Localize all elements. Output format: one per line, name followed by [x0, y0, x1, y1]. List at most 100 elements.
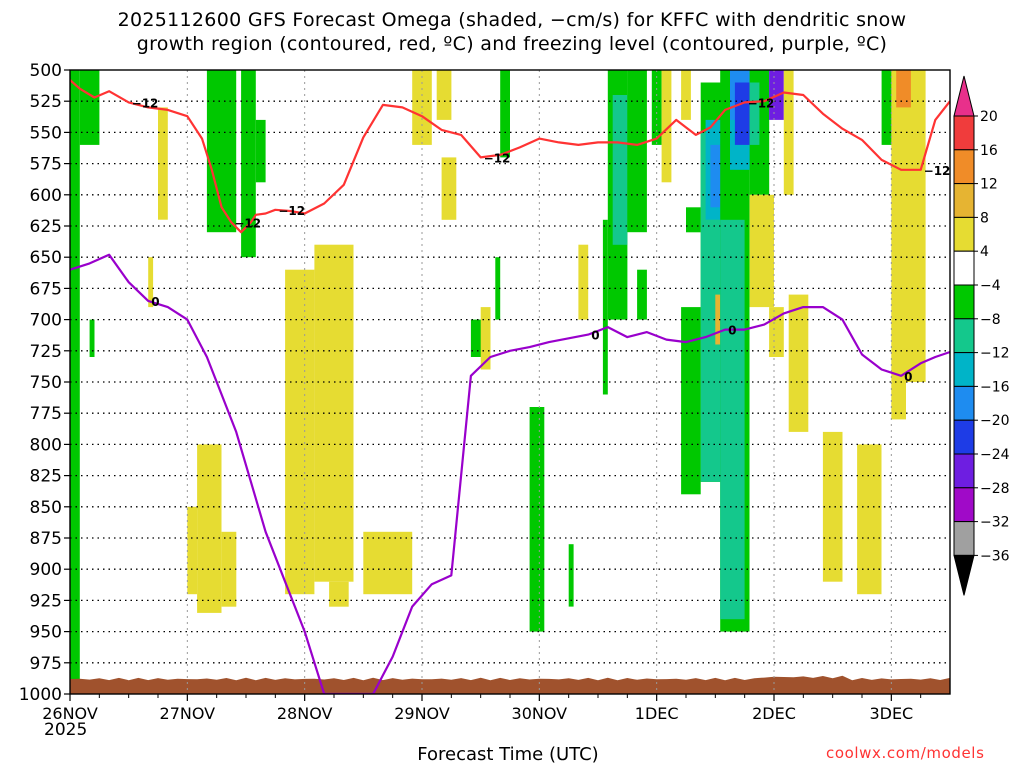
y-tick-label-975: 975 — [30, 654, 62, 674]
y-tick-label-950: 950 — [30, 623, 62, 643]
omega-cell-49 — [749, 194, 774, 308]
omega-cell-31 — [661, 70, 672, 183]
omega-cell-7 — [255, 119, 266, 183]
colorbar-label-2: 12 — [980, 177, 998, 193]
x-tick-label-6: 2DEC — [752, 704, 796, 723]
colorbar-top-arrow — [953, 75, 975, 117]
contour-label-1-34: 0 — [728, 324, 736, 338]
colorbar-label-8: −16 — [980, 379, 1010, 395]
omega-cell-14 — [363, 531, 413, 595]
omega-cell-20 — [500, 70, 510, 158]
y-tick-label-600: 600 — [30, 186, 62, 206]
y-tick-label-675: 675 — [30, 279, 62, 299]
temperature-contours: −12 −12 −12 −12 −12 −12 0 0 0 0 — [70, 79, 951, 694]
y-tick-label-800: 800 — [30, 435, 62, 455]
contour-label-1-4: 0 — [151, 295, 159, 309]
terrain-fill — [70, 675, 950, 694]
colorbar-label-13: −36 — [980, 548, 1010, 564]
omega-cell-12 — [314, 244, 354, 582]
contour-label-1-43: 0 — [904, 370, 912, 384]
y-tick-label-850: 850 — [30, 498, 62, 518]
y-tick-label-525: 525 — [30, 92, 62, 112]
omega-cell-32 — [681, 70, 691, 120]
colorbar-label-11: −28 — [980, 481, 1010, 497]
colorbar-label-4: 4 — [980, 244, 989, 260]
colorbar: 20 16 12 8 4 −4 −8 −12 −16 −20 −24 −28 −32 −36 — [953, 75, 1010, 596]
omega-cell-55 — [891, 70, 906, 420]
omega-cell-13 — [329, 581, 349, 607]
omega-cell-17 — [441, 157, 457, 220]
omega-cell-33 — [686, 207, 701, 233]
colorbar-label-0: 20 — [980, 109, 998, 125]
omega-cell-34 — [681, 307, 701, 495]
x-tick-label-2: 28NOV — [277, 704, 333, 723]
colorbar-bin-11 — [953, 453, 975, 489]
omega-cell-2 — [89, 319, 95, 357]
x-tick-label-4: 30NOV — [512, 704, 568, 723]
omega-shading — [70, 70, 926, 682]
time-axis: 26NOV 27NOV 28NOV 29NOV 30NOV 1DEC 2DEC 3DEC — [42, 694, 922, 723]
colorbar-label-5: −4 — [980, 278, 1001, 294]
colorbar-bin-13 — [953, 521, 975, 556]
source-credit[interactable]: coolwx.com/models — [826, 744, 985, 762]
terrain-surface — [70, 675, 950, 694]
contour-label-0-27: −12 — [484, 151, 511, 165]
y-tick-label-500: 500 — [30, 61, 62, 81]
omega-cell-57 — [896, 70, 911, 108]
contour-line-0 — [70, 79, 950, 234]
omega-cell-19 — [480, 307, 491, 370]
y-tick-label-725: 725 — [30, 342, 62, 362]
x-tick-label-3: 29NOV — [394, 704, 450, 723]
y-tick-label-775: 775 — [30, 404, 62, 424]
y-tick-label-1000: 1000 — [19, 685, 62, 705]
contour-line-1 — [70, 253, 950, 694]
x-axis-title: Forecast Time (UTC) — [417, 744, 599, 765]
omega-cell-28 — [627, 70, 647, 233]
omega-cell-46 — [749, 82, 760, 145]
colorbar-bin-6 — [953, 284, 975, 320]
omega-cell-3 — [158, 107, 168, 220]
x-tick-label-0: 26NOV — [42, 704, 98, 723]
colorbar-bin-2 — [953, 149, 975, 185]
y-tick-label-750: 750 — [30, 373, 62, 393]
x-tick-label-1: 27NOV — [160, 704, 216, 723]
y-tick-label-625: 625 — [30, 217, 62, 237]
colorbar-bin-1 — [953, 115, 975, 151]
contour-label-0-11: −12 — [234, 216, 261, 230]
omega-cell-4 — [148, 257, 154, 308]
contour-label-0-50: −12 — [924, 164, 951, 178]
omega-cell-51 — [788, 294, 809, 432]
y-tick-label-925: 925 — [30, 591, 62, 611]
pressure-axis: 500 525 550 575 600 625 650 675 700 725 750 775 800 8… — [19, 61, 70, 705]
colorbar-label-12: −32 — [980, 515, 1010, 531]
chart-title-line2: growth region (contoured, red, ºC) and f… — [136, 33, 888, 55]
colorbar-label-7: −12 — [980, 346, 1010, 362]
x-tick-label-7: 3DEC — [869, 704, 913, 723]
contour-label-0-4: −12 — [132, 96, 159, 110]
colorbar-bin-4 — [953, 216, 975, 252]
chart-title-line1: 2025112600 GFS Forecast Omega (shaded, −… — [117, 9, 907, 31]
y-tick-label-875: 875 — [30, 529, 62, 549]
omega-cell-16 — [436, 70, 452, 120]
colorbar-label-3: 8 — [980, 210, 989, 226]
omega-cell-24 — [602, 219, 608, 395]
colorbar-bin-7 — [953, 318, 975, 354]
contour-label-0-16: −12 — [278, 204, 305, 218]
omega-cell-25 — [578, 244, 589, 320]
omega-cell-23 — [568, 544, 574, 607]
colorbar-bin-12 — [953, 487, 975, 523]
colorbar-label-9: −20 — [980, 413, 1010, 429]
omega-cell-56 — [906, 70, 926, 382]
omega-cell-52 — [822, 431, 843, 582]
omega-cell-11 — [285, 269, 315, 595]
omega-cell-10 — [221, 531, 237, 607]
y-tick-label-650: 650 — [30, 248, 62, 268]
x-axis-year-label: 2025 — [44, 720, 88, 740]
colorbar-bottom-arrow — [953, 554, 975, 596]
y-tick-label-550: 550 — [30, 123, 62, 143]
omega-cell-6 — [241, 70, 256, 258]
omega-cell-48 — [783, 70, 794, 195]
colorbar-bin-3 — [953, 183, 975, 218]
omega-cell-21 — [495, 257, 501, 320]
